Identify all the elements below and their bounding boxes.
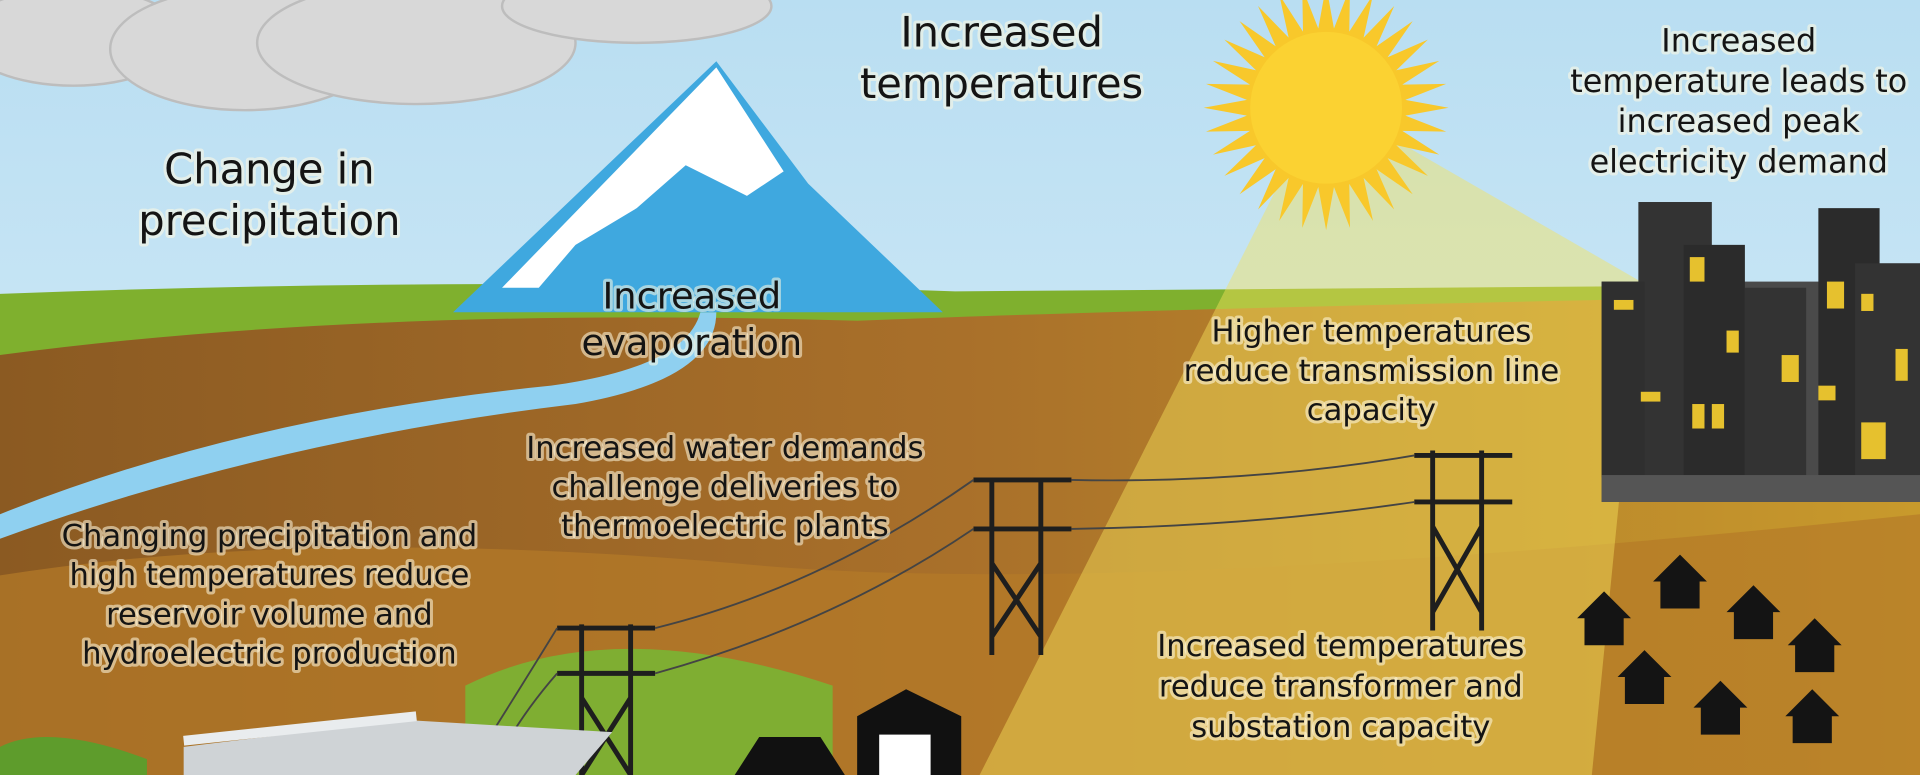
label-line: Higher temperatures	[1211, 315, 1531, 350]
label-line: increased peak	[1618, 102, 1861, 140]
label-line: Increased	[1661, 21, 1816, 59]
label-line: capacity	[1307, 393, 1436, 428]
label-line: hydroelectric production	[82, 637, 457, 672]
label-line: Changing precipitation and	[62, 519, 478, 554]
label-line: Change in	[164, 145, 374, 194]
label-line: reduce transmission line	[1184, 354, 1560, 389]
label-line: temperatures	[860, 59, 1143, 108]
label: Increased temperatures reduce transformer…	[1157, 629, 1524, 745]
label-line: evaporation	[582, 321, 803, 364]
label-line: Increased water demands	[526, 431, 923, 466]
label-line: temperature leads to	[1570, 62, 1907, 100]
label-line: high temperatures reduce	[69, 558, 469, 593]
climate-energy-illustration: Change inprecipitationIncreasedtemperatu…	[0, 0, 1920, 775]
label-line: electricity demand	[1590, 143, 1888, 181]
label-line: substation capacity	[1191, 710, 1490, 745]
label-line: precipitation	[138, 196, 400, 245]
label-line: thermoelectric plants	[561, 509, 889, 544]
label-line: Increased	[900, 8, 1103, 57]
label-line: Increased	[602, 275, 781, 318]
label-line: reservoir volume and	[106, 597, 433, 632]
label-line: Increased temperatures	[1157, 629, 1524, 664]
label-line: challenge deliveries to	[552, 470, 899, 505]
label: Increased water demands challenge deliver…	[526, 431, 923, 544]
label-line: reduce transformer and	[1159, 670, 1523, 705]
